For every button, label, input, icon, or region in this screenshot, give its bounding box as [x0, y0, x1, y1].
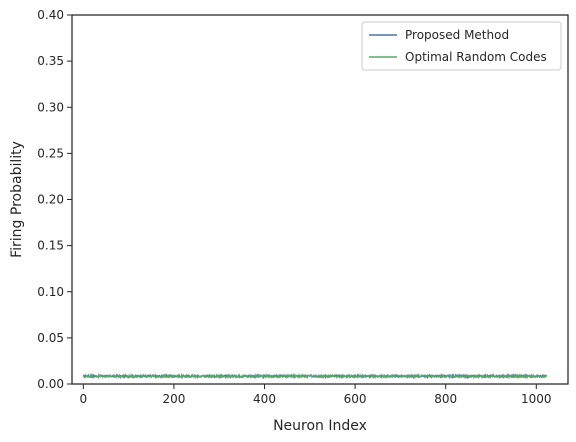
y-tick-label: 0.15 — [37, 239, 64, 253]
y-axis-label: Firing Probability — [9, 141, 25, 258]
y-tick-label: 0.35 — [37, 54, 64, 68]
series-line-optimal-random-codes — [82, 372, 547, 380]
y-tick-label: 0.20 — [37, 193, 64, 207]
x-tick-label: 200 — [162, 392, 185, 406]
x-tick-label: 400 — [253, 392, 276, 406]
x-axis: 0 200 400 600 800 1000 — [80, 384, 552, 406]
y-tick-label: 0.25 — [37, 146, 64, 160]
y-tick-label: 0.40 — [37, 8, 64, 22]
legend-label-optimal-random-codes: Optimal Random Codes — [405, 50, 547, 64]
legend-label-proposed-method: Proposed Method — [405, 28, 509, 42]
x-tick-label: 800 — [434, 392, 457, 406]
y-tick-label: 0.30 — [37, 100, 64, 114]
legend-box — [361, 21, 562, 71]
y-tick-label: 0.00 — [37, 377, 64, 391]
x-axis-label: Neuron Index — [273, 418, 367, 434]
x-tick-label: 1000 — [521, 392, 552, 406]
y-tick-label: 0.05 — [37, 331, 64, 345]
y-axis: 0.00 0.05 0.10 0.15 0.20 0.25 0.30 0.35 0.40 — [37, 8, 72, 391]
legend: Proposed Method Optimal Random Codes — [361, 21, 562, 71]
y-tick-label: 0.10 — [37, 285, 64, 299]
x-tick-label: 600 — [344, 392, 367, 406]
plot-lines — [82, 372, 548, 380]
x-tick-label: 0 — [80, 392, 88, 406]
